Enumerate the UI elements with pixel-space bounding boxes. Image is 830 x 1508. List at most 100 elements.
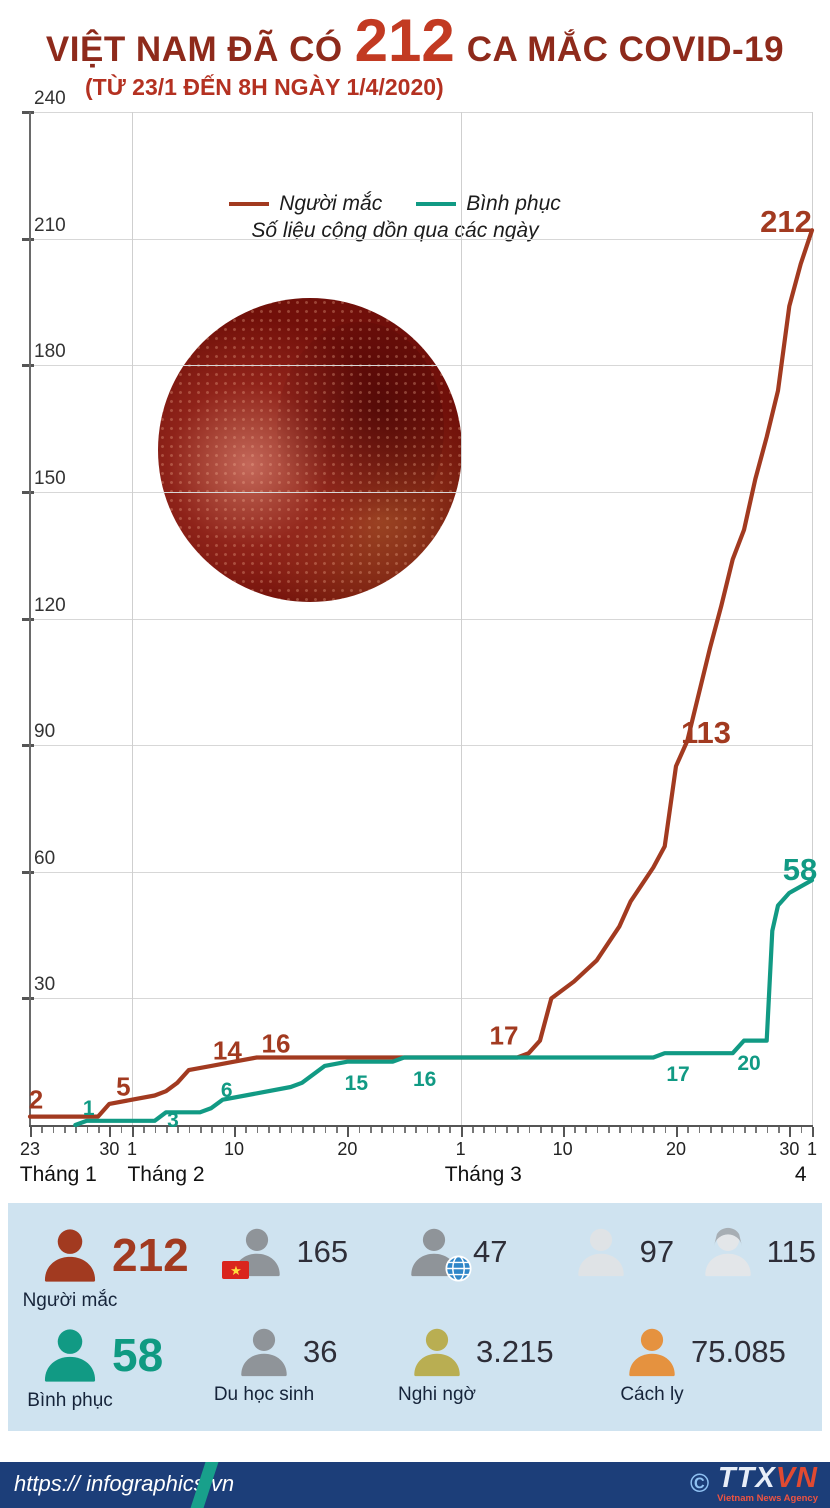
title-block: VIỆT NAM ĐÃ CÓ 212 CA MẮC COVID-19 (TỪ 2… [0, 11, 830, 101]
x-axis-tick [676, 1127, 678, 1137]
x-axis-minor-tick [698, 1127, 701, 1133]
x-axis-minor-tick [494, 1127, 497, 1133]
copyright-icon: © [689, 1468, 710, 1499]
x-axis-minor-tick [41, 1127, 43, 1133]
x-axis-tick [460, 1127, 463, 1137]
gridline-y-240 [30, 112, 812, 113]
x-axis-minor-tick [585, 1127, 587, 1133]
stat-value: 36 [303, 1334, 338, 1369]
x-axis-line [29, 1125, 813, 1127]
gridline-y-30 [30, 998, 812, 1000]
y-axis-label: 90 [34, 721, 56, 743]
stat-label: Người mắc [22, 1290, 118, 1311]
x-axis-minor-tick [256, 1127, 259, 1133]
x-axis-minor-tick [449, 1127, 451, 1133]
legend-item-infected: Người mắc [229, 192, 382, 216]
stat-item-du-học-sinh: Du học sinh 36 [214, 1323, 408, 1405]
series-line-1 [73, 878, 815, 1128]
coronavirus-photo [158, 298, 462, 602]
x-axis-minor-tick [222, 1127, 225, 1133]
x-axis-tick [347, 1127, 350, 1137]
x-axis-label: 20 [337, 1139, 358, 1159]
person-male-icon [572, 1223, 630, 1281]
stat-value: 58 [112, 1329, 164, 1381]
chart-legend: Người mắc Bình phục Số liệu cộng dồn qua… [160, 192, 630, 243]
x-axis-minor-tick [245, 1127, 247, 1133]
gridline-y-210 [30, 238, 812, 240]
data-label-6: 6 [220, 1078, 233, 1102]
x-axis-label: 1 [806, 1139, 818, 1159]
person-female-icon [699, 1223, 757, 1281]
x-axis-minor-tick [653, 1127, 655, 1133]
x-axis-tick [812, 1127, 814, 1137]
gridline-x [132, 112, 133, 1125]
x-axis-minor-tick [415, 1127, 417, 1133]
data-label-1: 1 [82, 1096, 95, 1120]
infected-line-swatch [229, 202, 270, 206]
x-axis-label: 10 [552, 1139, 573, 1159]
globe-icon [445, 1255, 472, 1282]
gridline-y-150 [30, 491, 812, 493]
ttxvn-wordmark: TTXVN [717, 1462, 818, 1494]
y-axis-label: 120 [34, 594, 66, 616]
stat-value: 75.085 [691, 1334, 786, 1369]
stat-value: 3.215 [476, 1334, 554, 1369]
x-axis-label: 20 [665, 1139, 687, 1159]
x-axis-tick [234, 1127, 236, 1137]
chart-lines [27, 228, 815, 1128]
y-axis-tick [22, 364, 34, 368]
stat-item-người-mắc: Người mắc 212 [23, 1223, 228, 1311]
x-axis-minor-tick [778, 1127, 780, 1133]
data-label-20: 20 [737, 1051, 761, 1075]
x-axis-label: 1 [455, 1139, 466, 1159]
x-axis-minor-tick [483, 1127, 485, 1133]
recovered-line-swatch [416, 202, 457, 206]
x-axis-minor-tick [687, 1127, 689, 1133]
x-axis-minor-tick [154, 1127, 157, 1133]
stat-item: ★ 165 [222, 1223, 405, 1281]
x-axis-minor-tick [744, 1127, 746, 1133]
stat-label: Cách ly [620, 1384, 684, 1405]
vna-subtitle: Vietnam News Agency [717, 1493, 818, 1504]
x-axis-minor-tick [574, 1127, 576, 1133]
data-label-17: 17 [666, 1063, 690, 1087]
x-axis-minor-tick [426, 1127, 429, 1133]
x-axis-minor-tick [766, 1127, 769, 1133]
x-axis-minor-tick [404, 1127, 406, 1133]
x-axis-minor-tick [200, 1127, 202, 1133]
x-axis-minor-tick [188, 1127, 191, 1133]
data-label-113: 113 [680, 715, 732, 751]
x-axis-label: 30 [99, 1139, 120, 1159]
series-line-0 [27, 228, 815, 1119]
stat-value: 97 [639, 1234, 675, 1269]
x-axis-minor-tick [381, 1127, 383, 1133]
x-axis-minor-tick [86, 1127, 89, 1133]
y-axis-line [29, 112, 31, 1125]
footer-bar: https:// infographics.vn © TTXVN Vietnam… [0, 1462, 830, 1508]
stat-item-cách-ly: Cách ly 75.085 [620, 1323, 786, 1405]
x-axis-minor-tick [392, 1127, 395, 1133]
x-axis-minor-tick [596, 1127, 599, 1133]
x-axis-minor-tick [166, 1127, 168, 1133]
x-axis-minor-tick [630, 1127, 633, 1133]
person-icon [408, 1323, 466, 1381]
x-axis-minor-tick [279, 1127, 281, 1133]
y-axis-tick [22, 111, 34, 114]
x-axis-minor-tick [268, 1127, 270, 1133]
x-axis-minor-tick [336, 1127, 338, 1133]
stats-panel: Người mắc 212 ★ 165 [8, 1203, 822, 1431]
y-axis-label: 60 [34, 847, 56, 869]
stat-item: 115 [699, 1223, 816, 1281]
x-axis-minor-tick [177, 1127, 179, 1133]
data-label-15: 15 [344, 1071, 369, 1095]
stat-label: Bình phục [27, 1390, 113, 1411]
data-label-58: 58 [782, 852, 818, 888]
x-axis-minor-tick [551, 1127, 553, 1133]
person-icon [235, 1323, 293, 1381]
x-axis-minor-tick [64, 1127, 66, 1133]
x-axis-minor-tick [370, 1127, 372, 1133]
x-axis-minor-tick [98, 1127, 100, 1133]
x-axis-minor-tick [290, 1127, 293, 1133]
stat-value: 115 [766, 1234, 816, 1269]
x-axis-label: 23 [19, 1139, 41, 1159]
